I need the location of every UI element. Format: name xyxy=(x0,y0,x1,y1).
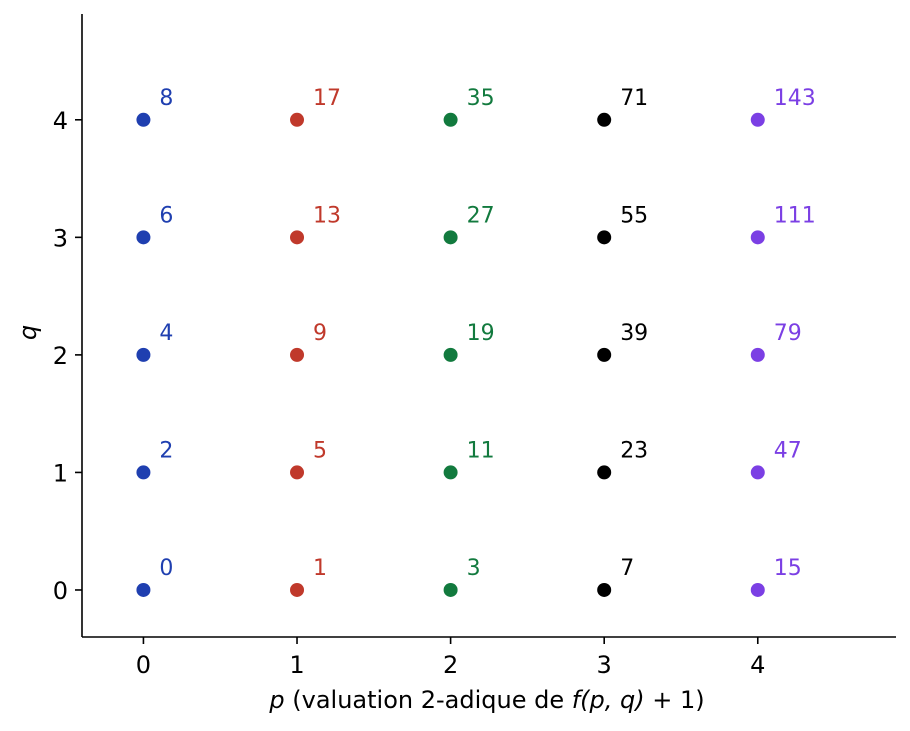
data-point xyxy=(750,112,765,127)
data-point xyxy=(597,230,612,245)
data-point xyxy=(443,582,458,597)
data-point-label: 2 xyxy=(159,438,173,463)
data-point xyxy=(290,230,305,245)
x-axis-label-description: (valuation 2-adique de xyxy=(292,686,571,714)
data-point-label: 15 xyxy=(774,556,802,581)
x-tick-label: 4 xyxy=(750,651,765,679)
data-point xyxy=(290,347,305,362)
data-point-label: 7 xyxy=(620,556,634,581)
data-point-label: 5 xyxy=(313,438,327,463)
x-axis-label-tail: + 1) xyxy=(645,686,705,714)
data-point xyxy=(750,582,765,597)
data-point-label: 55 xyxy=(620,203,648,228)
x-axis-label: p (valuation 2-adique de f(p, q) + 1) xyxy=(268,686,704,714)
data-point-label: 143 xyxy=(774,86,816,111)
data-point xyxy=(597,112,612,127)
data-points xyxy=(136,112,765,597)
data-point xyxy=(136,230,151,245)
y-tick-label: 1 xyxy=(53,459,68,487)
data-point xyxy=(750,465,765,480)
data-point-label: 1 xyxy=(313,556,327,581)
data-point-label: 0 xyxy=(159,556,173,581)
data-point xyxy=(750,230,765,245)
data-point-label: 11 xyxy=(467,438,495,463)
x-axis-label-var: p xyxy=(268,686,284,714)
data-point xyxy=(443,465,458,480)
y-tick-label: 4 xyxy=(53,107,68,135)
data-point xyxy=(290,465,305,480)
x-tick-label: 3 xyxy=(597,651,612,679)
data-point-label: 35 xyxy=(467,86,495,111)
data-point-label: 111 xyxy=(774,203,816,228)
data-point xyxy=(597,347,612,362)
data-point xyxy=(750,347,765,362)
x-tick-label: 2 xyxy=(443,651,458,679)
x-axis-label-args: (p, q) xyxy=(580,686,644,714)
data-point xyxy=(597,582,612,597)
data-point xyxy=(136,582,151,597)
y-tick-label: 2 xyxy=(53,342,68,370)
data-point-label: 23 xyxy=(620,438,648,463)
data-point-label: 4 xyxy=(159,321,173,346)
data-point xyxy=(597,465,612,480)
data-point-label: 79 xyxy=(774,321,802,346)
y-tick-label: 3 xyxy=(53,224,68,252)
data-point xyxy=(136,112,151,127)
x-axis-label-text-before xyxy=(285,686,293,714)
x-axis-ticks: 0 1 2 3 4 xyxy=(136,637,765,679)
data-point-label: 71 xyxy=(620,86,648,111)
data-point xyxy=(290,582,305,597)
data-point-label: 27 xyxy=(467,203,495,228)
axes-spines xyxy=(81,14,896,638)
data-point-label: 19 xyxy=(467,321,495,346)
y-tick-label: 0 xyxy=(53,577,68,605)
data-point-label: 13 xyxy=(313,203,341,228)
data-point xyxy=(136,465,151,480)
data-point xyxy=(290,112,305,127)
x-tick-label: 1 xyxy=(289,651,304,679)
data-point-label: 3 xyxy=(467,556,481,581)
y-axis-label: q xyxy=(14,325,42,340)
data-point xyxy=(443,112,458,127)
data-point xyxy=(443,230,458,245)
data-point-label: 39 xyxy=(620,321,648,346)
x-tick-label: 0 xyxy=(136,651,151,679)
data-point-label: 6 xyxy=(159,203,173,228)
data-point-label: 17 xyxy=(313,86,341,111)
data-point xyxy=(136,347,151,362)
data-point-label: 9 xyxy=(313,321,327,346)
data-labels: 0246815913173111927357233955711547791111… xyxy=(159,86,815,581)
y-axis-ticks: 0 1 2 3 4 xyxy=(53,107,82,605)
data-point-label: 47 xyxy=(774,438,802,463)
data-point-label: 8 xyxy=(159,86,173,111)
data-point xyxy=(443,347,458,362)
